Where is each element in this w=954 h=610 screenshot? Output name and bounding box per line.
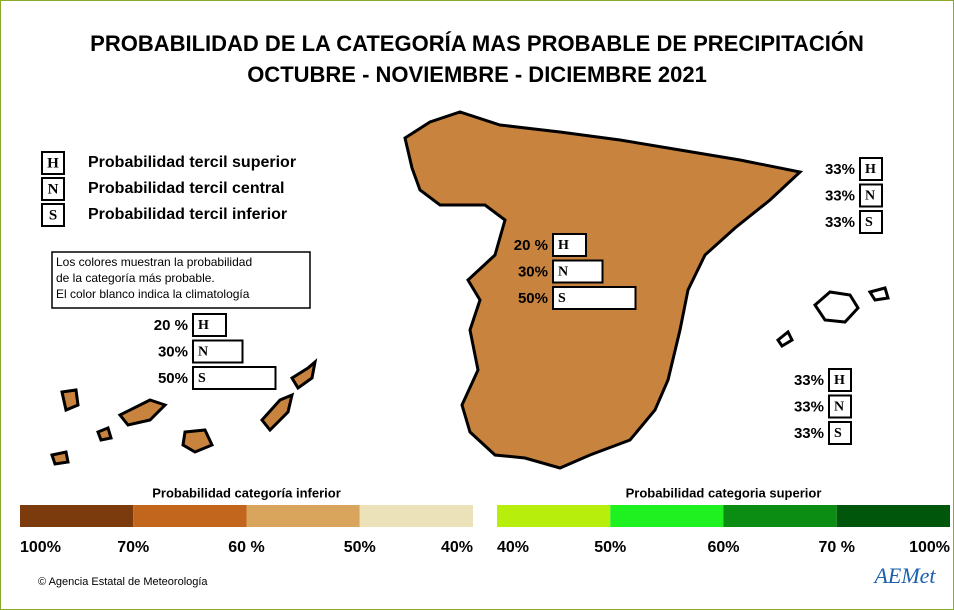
letter-box: [828, 421, 852, 445]
legend-letter: N: [48, 181, 59, 197]
colorbar-tick-label: 40%: [441, 539, 473, 556]
colorbar-tick-label: 60 %: [228, 539, 264, 556]
colorbar-title: Probabilidad categoria superior: [626, 485, 822, 500]
note-line: de la categoría más probable.: [56, 271, 215, 285]
colorbar-segment: [20, 505, 134, 527]
probability-label: 50%: [158, 370, 188, 387]
note-line: Los colores muestran la probabilidad: [56, 255, 252, 269]
probability-label: 33%: [794, 398, 824, 415]
category-letter: S: [198, 371, 206, 386]
probability-label: 33%: [825, 187, 855, 204]
probability-bar: [192, 339, 244, 364]
island: [867, 286, 890, 302]
probability-bar: [192, 313, 227, 337]
note-box: [51, 251, 311, 309]
probability-bar: [552, 233, 587, 257]
legend-text: Probabilidad tercil central: [88, 180, 285, 197]
probability-bar: [552, 286, 637, 310]
colorbar-tick-label: 70%: [117, 539, 149, 556]
colorbar-segment: [359, 505, 473, 527]
category-letter: N: [558, 265, 568, 280]
colorbar-segment: [133, 505, 247, 527]
colorbar-title: Probabilidad categoría inferior: [152, 485, 341, 500]
colorbar-segment: [497, 505, 611, 527]
colorbar-tick-label: 50%: [344, 539, 376, 556]
colorbar-segment: [723, 505, 837, 527]
island: [813, 290, 860, 324]
colorbar-tick-label: 70 %: [819, 539, 855, 556]
probability-bar: [552, 259, 604, 284]
island: [775, 329, 794, 349]
category-letter: S: [865, 215, 873, 230]
colorbar-tick-label: 60%: [707, 539, 739, 556]
colorbar-segment: [246, 505, 360, 527]
island: [117, 398, 168, 427]
footer-text: Agencia Estatal de Meteorología: [49, 576, 209, 588]
probability-label: 33%: [794, 425, 824, 442]
probability-label: 33%: [794, 372, 824, 389]
category-letter: H: [865, 162, 876, 177]
legend-text: Probabilidad tercil inferior: [88, 206, 287, 223]
category-letter: N: [198, 345, 208, 360]
legend-box: [41, 177, 65, 201]
probability-label: 20 %: [514, 237, 548, 254]
island: [96, 425, 113, 442]
letter-box: [859, 210, 883, 234]
title-line: OCTUBRE - NOVIEMBRE - DICIEMBRE 2021: [247, 62, 707, 87]
title-line: PROBABILIDAD DE LA CATEGORÍA MAS PROBABL…: [90, 31, 864, 56]
legend-letter: H: [47, 155, 59, 171]
letter-box: [859, 183, 883, 208]
island: [50, 450, 70, 466]
footer: © Agencia Estatal de Meteorología: [38, 576, 208, 588]
colorbar-tick-label: 50%: [594, 539, 626, 556]
letter-box: [828, 394, 852, 419]
category-letter: N: [865, 189, 875, 204]
letter-box: [828, 368, 852, 392]
category-letter: N: [834, 400, 844, 415]
probability-label: 20 %: [154, 317, 188, 334]
note-line: El color blanco indica la climatología: [56, 287, 250, 301]
island: [181, 428, 215, 454]
probability-label: 30%: [158, 343, 188, 360]
island: [260, 392, 295, 433]
colorbar-tick-label: 100%: [909, 539, 950, 556]
logo: AEMet: [872, 563, 936, 588]
probability-label: 33%: [825, 214, 855, 231]
probability-label: 50%: [518, 290, 548, 307]
category-letter: H: [198, 318, 209, 333]
colorbar-tick-label: 40%: [497, 539, 529, 556]
legend-letter: S: [49, 207, 57, 223]
island: [60, 388, 80, 413]
category-letter: S: [834, 426, 842, 441]
island: [289, 358, 318, 391]
colorbar-segment: [610, 505, 724, 527]
probability-label: 30%: [518, 263, 548, 280]
colorbar-tick-label: 100%: [20, 539, 61, 556]
legend-box: [41, 151, 65, 175]
probability-label: 33%: [825, 161, 855, 178]
legend-text: Probabilidad tercil superior: [88, 154, 296, 171]
colorbar-segment: [836, 505, 950, 527]
letter-box: [859, 157, 883, 181]
category-letter: H: [558, 238, 569, 253]
category-letter: H: [834, 373, 845, 388]
category-letter: S: [558, 291, 566, 306]
probability-bar: [192, 366, 277, 390]
legend-box: [41, 203, 65, 227]
